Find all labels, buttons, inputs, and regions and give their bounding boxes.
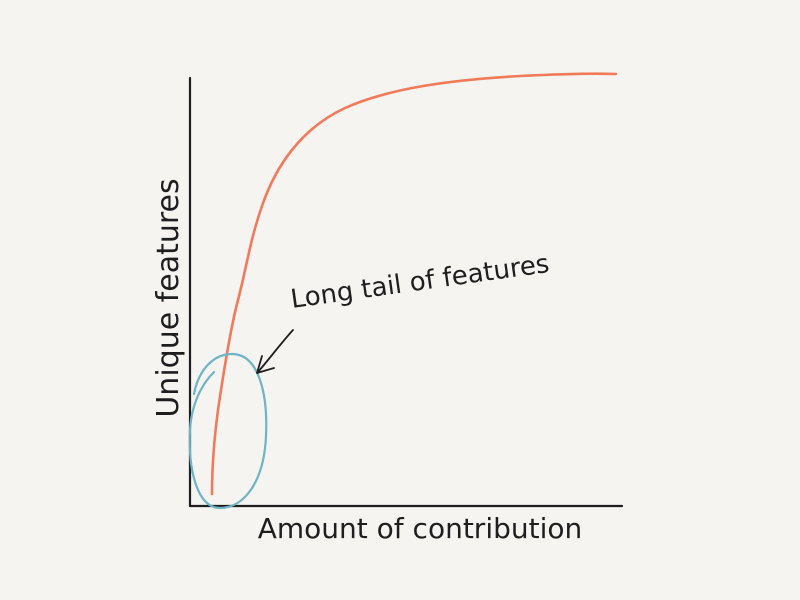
annotation-label: Long tail of features <box>289 249 551 315</box>
y-axis-label: Unique features <box>151 178 186 417</box>
series-curve <box>210 72 618 496</box>
annotation-arrowhead <box>256 355 275 374</box>
long-tail-highlight-ellipse <box>188 352 268 510</box>
annotation-arrow <box>257 329 294 373</box>
x-axis-label: Amount of contribution <box>258 512 583 545</box>
